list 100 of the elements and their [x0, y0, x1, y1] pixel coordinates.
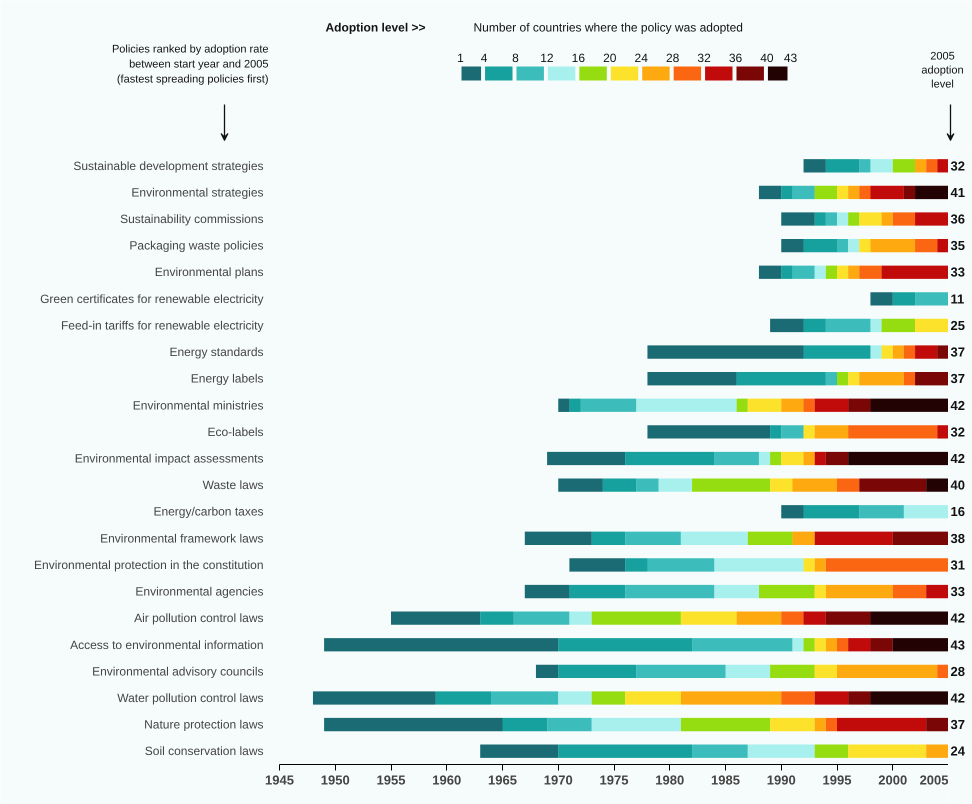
bar [870, 238, 916, 252]
text: 35 [950, 238, 965, 254]
bar [770, 478, 792, 492]
bar [491, 691, 558, 705]
bar [892, 638, 948, 652]
text: 42 [950, 398, 965, 413]
color-bar-label: 43 [784, 51, 798, 65]
y-tick-label: Environmental plans [154, 265, 264, 280]
y-tick-label: Environmental framework laws [100, 531, 264, 546]
bar [892, 345, 904, 359]
bar [558, 744, 692, 758]
bar [870, 691, 948, 705]
text: 41 [950, 184, 965, 200]
bar [837, 212, 848, 226]
x-tick-label: 1955 [376, 772, 406, 788]
bar [926, 718, 948, 732]
bar [837, 238, 848, 252]
bar [814, 452, 826, 466]
x-tick-label: 2000 [878, 772, 908, 788]
bar [569, 612, 592, 625]
bar [837, 266, 848, 279]
x-tick-label: 2005 [920, 772, 948, 788]
y-tick-label: Energy standards [169, 345, 264, 360]
bar [892, 584, 926, 598]
bar [781, 505, 804, 518]
bar [558, 398, 570, 412]
y-tick-label: Water pollution control laws [117, 690, 264, 705]
bar [748, 532, 792, 545]
bar [915, 318, 948, 332]
bar [848, 372, 860, 386]
bar [758, 186, 782, 200]
bar [859, 159, 870, 172]
bar [915, 159, 926, 172]
bar [569, 584, 626, 598]
text: 42 [950, 690, 965, 706]
text: 37 [950, 717, 965, 732]
y-tick-label: Environmental ministries [132, 398, 264, 412]
bar [580, 398, 636, 412]
bar [882, 345, 893, 359]
text: 24 [950, 744, 966, 759]
bar [926, 744, 948, 758]
bar [814, 584, 826, 598]
bar [826, 638, 837, 652]
x-tick-label: 1990 [766, 772, 796, 788]
color-bar-label: 1 [457, 51, 464, 65]
bar [536, 664, 558, 678]
y-tick-label: Eco-labels [207, 424, 264, 439]
bar [837, 718, 926, 732]
bar [636, 398, 737, 412]
bar [804, 558, 815, 572]
bar [848, 638, 870, 652]
y-tick-label: Environmental strategies [131, 185, 264, 200]
bar [436, 691, 492, 705]
bar [915, 345, 938, 359]
y-tick-label: Feed-in tariffs for renewable electricity [60, 318, 264, 332]
y-tick-label: Environmental protection in the constitution [34, 558, 264, 572]
bar [312, 691, 436, 705]
bar [804, 452, 815, 466]
y-tick-label: Nature protection laws [144, 718, 264, 732]
x-tick-label: 1985 [711, 772, 740, 788]
text: 33 [950, 264, 965, 280]
bar [859, 505, 904, 518]
bar [870, 186, 904, 200]
bar [592, 718, 681, 732]
bar [915, 292, 948, 306]
bar [848, 691, 870, 705]
bar [480, 612, 514, 625]
bar [625, 691, 681, 705]
y-tick-label: Energy labels [190, 372, 264, 386]
bar [781, 612, 804, 625]
text: 32 [950, 424, 965, 440]
bar [647, 425, 770, 439]
text: 32 [950, 158, 965, 174]
bar [848, 398, 870, 412]
y-tick-label: Environmental impact assessments [74, 452, 264, 466]
bar [837, 478, 860, 492]
bar [882, 318, 916, 332]
bar [324, 638, 558, 652]
text: 37 [950, 371, 965, 386]
bar [804, 505, 860, 518]
text: 38 [950, 530, 965, 546]
y-tick-label: Green certificates for renewable electricity [40, 292, 264, 306]
bar [848, 425, 938, 439]
bar [636, 664, 726, 678]
bar [870, 398, 948, 412]
bar [814, 638, 826, 652]
text: Policies ranked by adoption rate between start year and 2005 (fastest spreading policies first) [112, 44, 269, 86]
bar [826, 718, 837, 732]
bar [804, 612, 826, 625]
bar [826, 212, 837, 226]
bar [904, 186, 916, 200]
bar [814, 398, 848, 412]
text: 37 [950, 344, 965, 360]
bar [792, 638, 804, 652]
bar [569, 558, 626, 572]
bar [848, 238, 860, 252]
bar [804, 238, 837, 252]
y-tick-label: Access to environmental information [70, 638, 264, 652]
bar [859, 212, 882, 226]
bar [770, 425, 782, 439]
